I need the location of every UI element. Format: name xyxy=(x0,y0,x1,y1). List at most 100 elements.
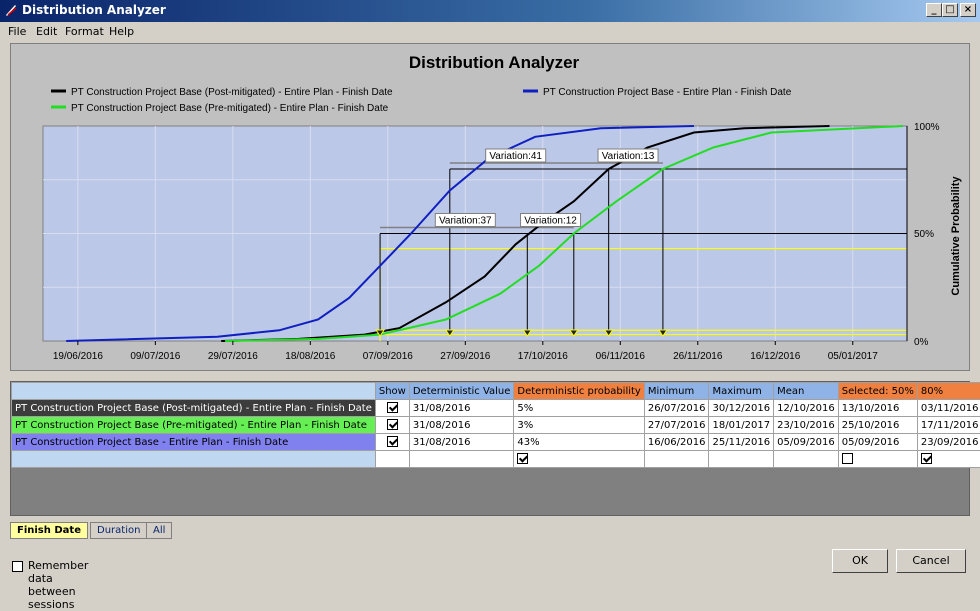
show-checkbox[interactable] xyxy=(387,419,398,430)
ytick-100: 100% xyxy=(914,122,940,133)
menu-file[interactable]: File xyxy=(8,25,26,38)
y-axis-label: Cumulative Probability xyxy=(950,176,962,296)
title-bar: Distribution Analyzer _ □ × xyxy=(0,0,980,22)
row-minimum: 26/07/2016 xyxy=(644,400,709,417)
row-name: PT Construction Project Base - Entire Pl… xyxy=(12,434,376,451)
footer-sel50[interactable] xyxy=(838,451,917,468)
minimize-button[interactable]: _ xyxy=(926,3,942,17)
remember-checkbox[interactable] xyxy=(12,561,23,572)
show-checkbox[interactable] xyxy=(387,402,398,413)
header-80[interactable]: 80% xyxy=(917,383,980,400)
ytick-50: 50% xyxy=(914,229,934,240)
row-mean: 12/10/2016 xyxy=(774,400,839,417)
row-det-value: 31/08/2016 xyxy=(409,434,514,451)
close-button[interactable]: × xyxy=(960,3,976,17)
header-name xyxy=(12,383,376,400)
row-maximum: 25/11/2016 xyxy=(709,434,774,451)
row-name: PT Construction Project Base (Pre-mitiga… xyxy=(12,417,376,434)
row-selected-50: 13/10/2016 xyxy=(838,400,917,417)
footer-min xyxy=(644,451,709,468)
row-minimum: 16/06/2016 xyxy=(644,434,709,451)
app-icon xyxy=(4,3,18,17)
row-show[interactable] xyxy=(375,417,409,434)
row-selected-50: 25/10/2016 xyxy=(838,417,917,434)
row-80: 23/09/2016 xyxy=(917,434,980,451)
header-mean[interactable]: Mean xyxy=(774,383,839,400)
footer-max xyxy=(709,451,774,468)
header-minimum[interactable]: Minimum xyxy=(644,383,709,400)
row-det-prob: 43% xyxy=(514,434,644,451)
header-maximum[interactable]: Maximum xyxy=(709,383,774,400)
ok-button[interactable]: OK xyxy=(832,549,888,573)
variation-label: Variation:12 xyxy=(524,216,577,227)
footer-empty xyxy=(12,451,376,468)
menu-help[interactable]: Help xyxy=(109,25,134,38)
footer-mean xyxy=(774,451,839,468)
data-table-area: Show Deterministic Value Deterministic p… xyxy=(10,381,970,516)
x-tick-label: 07/09/2016 xyxy=(363,351,413,362)
row-show[interactable] xyxy=(375,400,409,417)
header-show[interactable]: Show xyxy=(375,383,409,400)
tab-duration[interactable]: Duration xyxy=(90,522,148,539)
row-det-value: 31/08/2016 xyxy=(409,417,514,434)
table-row[interactable]: PT Construction Project Base (Post-mitig… xyxy=(12,400,980,417)
remember-checkbox-wrap[interactable]: Remember data between sessions xyxy=(12,559,23,572)
remember-label: Remember data between sessions xyxy=(28,559,88,611)
row-det-prob: 3% xyxy=(514,417,644,434)
variation-label: Variation:37 xyxy=(439,216,492,227)
legend-base: PT Construction Project Base - Entire Pl… xyxy=(543,87,792,98)
row-det-value: 31/08/2016 xyxy=(409,400,514,417)
row-maximum: 18/01/2017 xyxy=(709,417,774,434)
x-tick-label: 18/08/2016 xyxy=(285,351,335,362)
det-prob-checkbox[interactable] xyxy=(517,453,528,464)
variation-label: Variation:13 xyxy=(602,151,655,162)
x-tick-label: 09/07/2016 xyxy=(130,351,180,362)
variation-label: Variation:41 xyxy=(489,151,542,162)
cancel-button[interactable]: Cancel xyxy=(896,549,966,573)
footer-det-value xyxy=(409,451,514,468)
menu-bar: File Edit Format Help xyxy=(0,22,980,40)
row-minimum: 27/07/2016 xyxy=(644,417,709,434)
legend-post: PT Construction Project Base (Post-mitig… xyxy=(71,87,393,98)
selected-50-checkbox[interactable] xyxy=(842,453,853,464)
header-selected-50[interactable]: Selected: 50% xyxy=(838,383,917,400)
tab-finish-date[interactable]: Finish Date xyxy=(10,522,88,539)
x-tick-label: 05/01/2017 xyxy=(828,351,878,362)
distribution-chart: Distribution Analyzer PT Construction Pr… xyxy=(11,44,969,370)
row-maximum: 30/12/2016 xyxy=(709,400,774,417)
x-tick-label: 17/10/2016 xyxy=(518,351,568,362)
row-mean: 23/10/2016 xyxy=(774,417,839,434)
show-checkbox[interactable] xyxy=(387,436,398,447)
chart-title: Distribution Analyzer xyxy=(409,53,580,72)
table-row[interactable]: PT Construction Project Base - Entire Pl… xyxy=(12,434,980,451)
x-tick-label: 19/06/2016 xyxy=(53,351,103,362)
tab-all[interactable]: All xyxy=(146,522,172,539)
x-tick-label: 26/11/2016 xyxy=(673,351,723,362)
footer-80[interactable] xyxy=(917,451,980,468)
row-80: 03/11/2016 xyxy=(917,400,980,417)
menu-format[interactable]: Format xyxy=(65,25,104,38)
maximize-button[interactable]: □ xyxy=(942,3,958,17)
window-title: Distribution Analyzer xyxy=(22,3,166,17)
menu-edit[interactable]: Edit xyxy=(36,25,57,38)
footer-show xyxy=(375,451,409,468)
x-tick-label: 06/11/2016 xyxy=(596,351,646,362)
x-tick-label: 16/12/2016 xyxy=(750,351,800,362)
footer: Remember data between sessions OK Cancel xyxy=(0,545,980,580)
row-show[interactable] xyxy=(375,434,409,451)
footer-det-prob[interactable] xyxy=(514,451,644,468)
x-tick-label: 29/07/2016 xyxy=(208,351,258,362)
row-name: PT Construction Project Base (Post-mitig… xyxy=(12,400,376,417)
row-det-prob: 5% xyxy=(514,400,644,417)
ytick-0: 0% xyxy=(914,337,929,348)
header-det-value[interactable]: Deterministic Value xyxy=(409,383,514,400)
header-det-prob[interactable]: Deterministic probability xyxy=(514,383,644,400)
row-80: 17/11/2016 xyxy=(917,417,980,434)
table-footer-row xyxy=(12,451,980,468)
p80-checkbox[interactable] xyxy=(921,453,932,464)
x-tick-label: 27/09/2016 xyxy=(440,351,490,362)
table-row[interactable]: PT Construction Project Base (Pre-mitiga… xyxy=(12,417,980,434)
chart-panel: Distribution Analyzer PT Construction Pr… xyxy=(10,43,970,371)
row-mean: 05/09/2016 xyxy=(774,434,839,451)
x-axis-ticks: 19/06/2016 09/07/2016 29/07/2016 18/08/2016… xyxy=(53,341,878,362)
